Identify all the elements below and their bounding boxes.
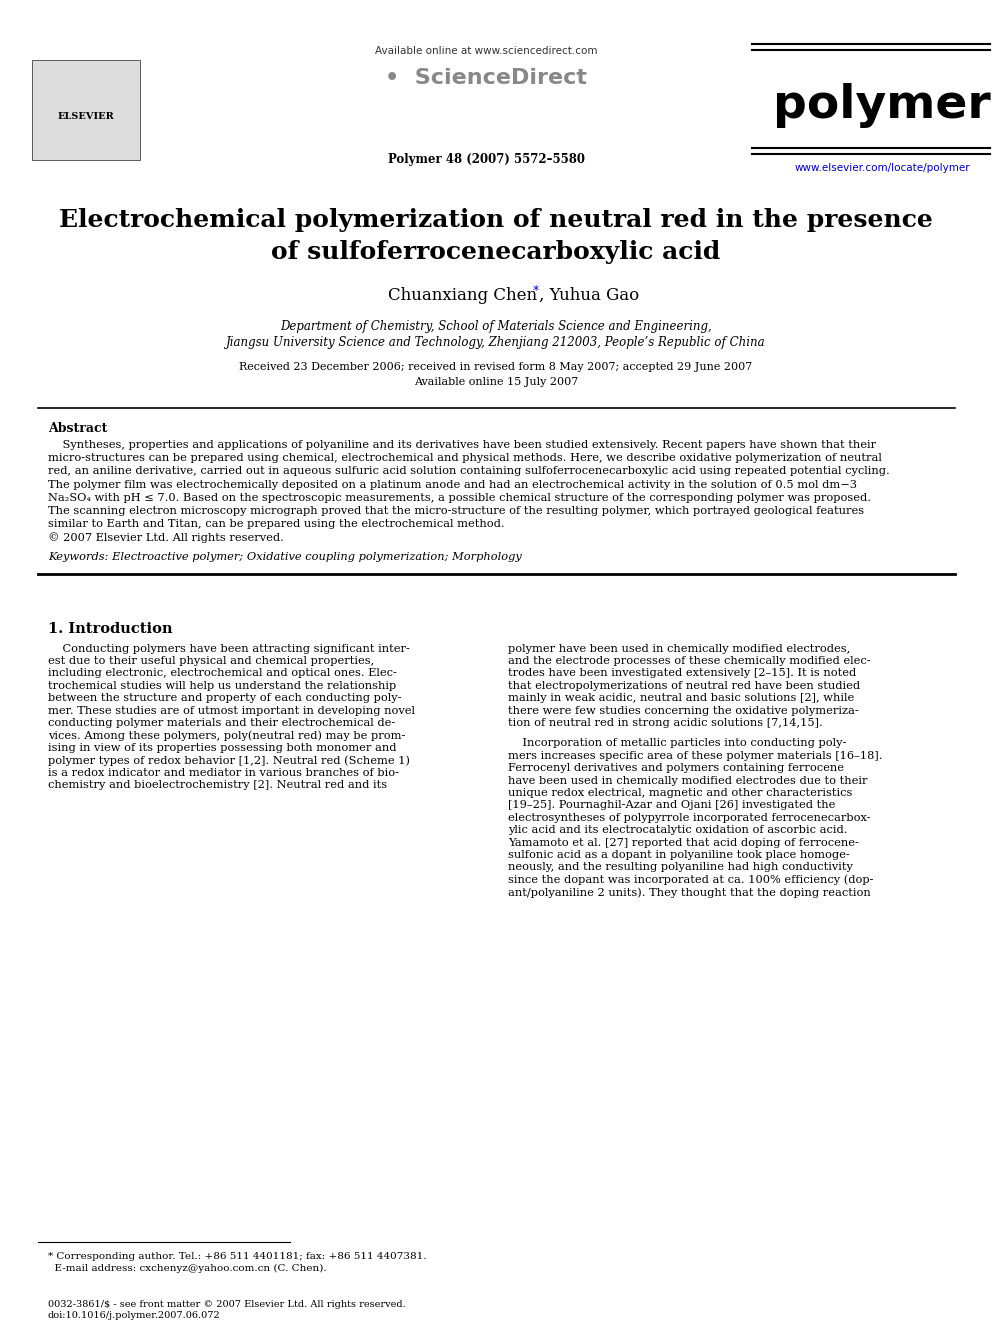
Text: have been used in chemically modified electrodes due to their: have been used in chemically modified el… bbox=[508, 775, 867, 786]
Text: that electropolymerizations of neutral red have been studied: that electropolymerizations of neutral r… bbox=[508, 681, 860, 691]
Text: Received 23 December 2006; received in revised form 8 May 2007; accepted 29 June: Received 23 December 2006; received in r… bbox=[239, 363, 753, 372]
Text: there were few studies concerning the oxidative polymeriza-: there were few studies concerning the ox… bbox=[508, 705, 859, 716]
Text: Department of Chemistry, School of Materials Science and Engineering,: Department of Chemistry, School of Mater… bbox=[280, 320, 712, 333]
Text: mainly in weak acidic, neutral and basic solutions [2], while: mainly in weak acidic, neutral and basic… bbox=[508, 693, 854, 704]
Text: Ferrocenyl derivatives and polymers containing ferrocene: Ferrocenyl derivatives and polymers cont… bbox=[508, 763, 844, 773]
Text: chemistry and bioelectrochemistry [2]. Neutral red and its: chemistry and bioelectrochemistry [2]. N… bbox=[48, 781, 387, 790]
Text: est due to their useful physical and chemical properties,: est due to their useful physical and che… bbox=[48, 656, 374, 665]
Text: The polymer film was electrochemically deposited on a platinum anode and had an : The polymer film was electrochemically d… bbox=[48, 480, 857, 490]
Text: •  ScienceDirect: • ScienceDirect bbox=[385, 67, 587, 89]
Text: Keywords: Electroactive polymer; Oxidative coupling polymerization; Morphology: Keywords: Electroactive polymer; Oxidati… bbox=[48, 552, 522, 561]
Text: ELSEVIER: ELSEVIER bbox=[58, 112, 114, 120]
Text: ant/polyaniline 2 units). They thought that the doping reaction: ant/polyaniline 2 units). They thought t… bbox=[508, 888, 871, 898]
Text: mer. These studies are of utmost important in developing novel: mer. These studies are of utmost importa… bbox=[48, 705, 415, 716]
Text: polymer types of redox behavior [1,2]. Neutral red (Scheme 1): polymer types of redox behavior [1,2]. N… bbox=[48, 755, 410, 766]
Text: mers increases specific area of these polymer materials [16–18].: mers increases specific area of these po… bbox=[508, 750, 883, 761]
Text: trodes have been investigated extensively [2–15]. It is noted: trodes have been investigated extensivel… bbox=[508, 668, 856, 679]
Text: © 2007 Elsevier Ltd. All rights reserved.: © 2007 Elsevier Ltd. All rights reserved… bbox=[48, 532, 284, 544]
Text: sulfonic acid as a dopant in polyaniline took place homoge-: sulfonic acid as a dopant in polyaniline… bbox=[508, 849, 850, 860]
FancyBboxPatch shape bbox=[32, 60, 140, 160]
Text: ylic acid and its electrocatalytic oxidation of ascorbic acid.: ylic acid and its electrocatalytic oxida… bbox=[508, 826, 847, 835]
Text: doi:10.1016/j.polymer.2007.06.072: doi:10.1016/j.polymer.2007.06.072 bbox=[48, 1311, 221, 1320]
Text: Electrochemical polymerization of neutral red in the presence: Electrochemical polymerization of neutra… bbox=[60, 208, 932, 232]
Text: since the dopant was incorporated at ca. 100% efficiency (dop-: since the dopant was incorporated at ca.… bbox=[508, 875, 874, 885]
Text: vices. Among these polymers, poly(neutral red) may be prom-: vices. Among these polymers, poly(neutra… bbox=[48, 730, 406, 741]
Text: Available online 15 July 2007: Available online 15 July 2007 bbox=[414, 377, 578, 388]
Text: Na₂SO₄ with pH ≤ 7.0. Based on the spectroscopic measurements, a possible chemic: Na₂SO₄ with pH ≤ 7.0. Based on the spect… bbox=[48, 492, 871, 503]
Text: of sulfoferrocenecarboxylic acid: of sulfoferrocenecarboxylic acid bbox=[272, 239, 720, 265]
Text: Available online at www.sciencedirect.com: Available online at www.sciencedirect.co… bbox=[375, 46, 597, 56]
Text: red, an aniline derivative, carried out in aqueous sulfuric acid solution contai: red, an aniline derivative, carried out … bbox=[48, 467, 890, 476]
Text: and the electrode processes of these chemically modified elec-: and the electrode processes of these che… bbox=[508, 656, 871, 665]
Text: neously, and the resulting polyaniline had high conductivity: neously, and the resulting polyaniline h… bbox=[508, 863, 853, 872]
Text: Incorporation of metallic particles into conducting poly-: Incorporation of metallic particles into… bbox=[508, 738, 846, 749]
Text: *: * bbox=[533, 284, 540, 296]
Text: conducting polymer materials and their electrochemical de-: conducting polymer materials and their e… bbox=[48, 718, 395, 728]
Text: 0032-3861/$ - see front matter © 2007 Elsevier Ltd. All rights reserved.: 0032-3861/$ - see front matter © 2007 El… bbox=[48, 1301, 406, 1308]
Text: ising in view of its properties possessing both monomer and: ising in view of its properties possessi… bbox=[48, 742, 397, 753]
Text: polymer: polymer bbox=[773, 83, 991, 128]
Text: is a redox indicator and mediator in various branches of bio-: is a redox indicator and mediator in var… bbox=[48, 767, 399, 778]
Text: micro-structures can be prepared using chemical, electrochemical and physical me: micro-structures can be prepared using c… bbox=[48, 454, 882, 463]
Text: unique redox electrical, magnetic and other characteristics: unique redox electrical, magnetic and ot… bbox=[508, 789, 852, 798]
Text: Conducting polymers have been attracting significant inter-: Conducting polymers have been attracting… bbox=[48, 643, 410, 654]
Text: * Corresponding author. Tel.: +86 511 4401181; fax: +86 511 4407381.: * Corresponding author. Tel.: +86 511 44… bbox=[48, 1252, 427, 1261]
Text: polymer have been used in chemically modified electrodes,: polymer have been used in chemically mod… bbox=[508, 643, 850, 654]
Text: E-mail address: cxchenyz@yahoo.com.cn (C. Chen).: E-mail address: cxchenyz@yahoo.com.cn (C… bbox=[48, 1263, 326, 1273]
Text: 1. Introduction: 1. Introduction bbox=[48, 622, 173, 635]
Text: , Yuhua Gao: , Yuhua Gao bbox=[539, 287, 639, 304]
Text: [19–25]. Pournaghil-Azar and Ojani [26] investigated the: [19–25]. Pournaghil-Azar and Ojani [26] … bbox=[508, 800, 835, 811]
Text: tion of neutral red in strong acidic solutions [7,14,15].: tion of neutral red in strong acidic sol… bbox=[508, 718, 822, 728]
Text: Chuanxiang Chen: Chuanxiang Chen bbox=[388, 287, 537, 304]
Text: Polymer 48 (2007) 5572–5580: Polymer 48 (2007) 5572–5580 bbox=[388, 153, 584, 165]
Text: similar to Earth and Titan, can be prepared using the electrochemical method.: similar to Earth and Titan, can be prepa… bbox=[48, 519, 505, 529]
Text: electrosyntheses of polypyrrole incorporated ferrocenecarbox-: electrosyntheses of polypyrrole incorpor… bbox=[508, 812, 871, 823]
Text: Yamamoto et al. [27] reported that acid doping of ferrocene-: Yamamoto et al. [27] reported that acid … bbox=[508, 837, 859, 848]
Text: including electronic, electrochemical and optical ones. Elec-: including electronic, electrochemical an… bbox=[48, 668, 397, 679]
Text: www.elsevier.com/locate/polymer: www.elsevier.com/locate/polymer bbox=[795, 163, 970, 173]
Text: The scanning electron microscopy micrograph proved that the micro-structure of t: The scanning electron microscopy microgr… bbox=[48, 505, 864, 516]
Text: Syntheses, properties and applications of polyaniline and its derivatives have b: Syntheses, properties and applications o… bbox=[48, 441, 876, 450]
Text: trochemical studies will help us understand the relationship: trochemical studies will help us underst… bbox=[48, 681, 396, 691]
Text: Jiangsu University Science and Technology, Zhenjiang 212003, People’s Republic o: Jiangsu University Science and Technolog… bbox=[226, 336, 766, 349]
Text: Abstract: Abstract bbox=[48, 422, 107, 435]
Text: between the structure and property of each conducting poly-: between the structure and property of ea… bbox=[48, 693, 402, 704]
